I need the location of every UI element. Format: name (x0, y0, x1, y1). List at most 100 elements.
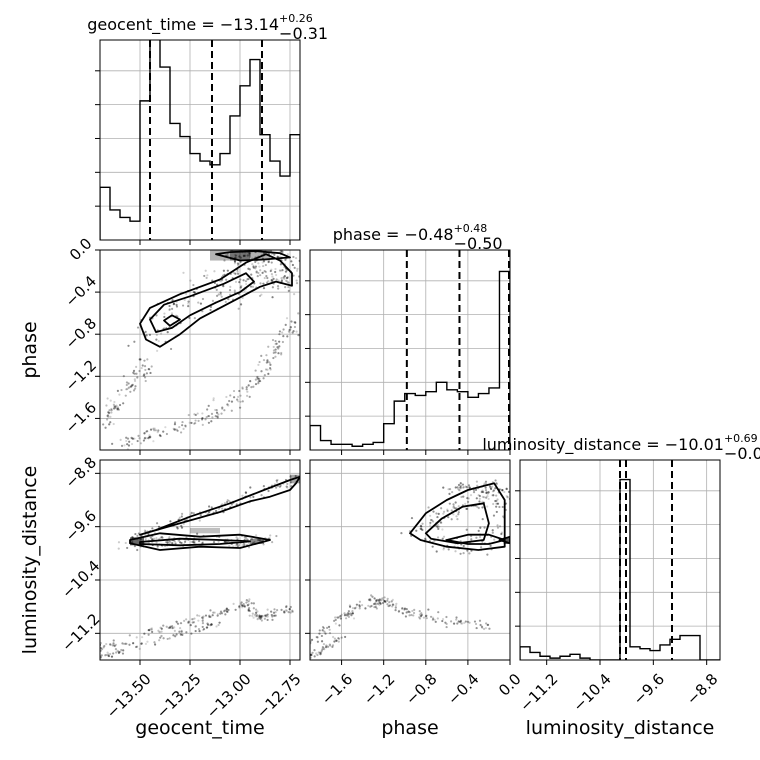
sample-point (285, 609, 289, 612)
sample-point (252, 266, 255, 269)
sample-point (427, 608, 430, 611)
sample-point (249, 486, 252, 489)
sample-point (260, 493, 263, 497)
sample-point (193, 291, 196, 294)
sample-point (442, 548, 445, 551)
sample-point (427, 506, 430, 509)
sample-point (166, 541, 169, 544)
sample-point (162, 637, 165, 640)
sample-point (423, 537, 427, 540)
sample-point (260, 354, 263, 357)
sample-point (155, 314, 158, 317)
sample-point (447, 488, 450, 491)
sample-point (212, 397, 215, 400)
sample-point (340, 613, 343, 616)
sample-point (274, 351, 277, 354)
sample-point (213, 408, 217, 412)
sample-point (251, 612, 254, 615)
contour-level-2 (445, 533, 506, 545)
sample-point (462, 544, 465, 548)
sample-point (320, 640, 324, 643)
sample-point (204, 269, 207, 272)
sample-point (254, 378, 257, 381)
sample-point (139, 442, 143, 445)
sample-point (483, 482, 486, 485)
sample-point (125, 642, 128, 645)
sample-point (431, 618, 434, 622)
sample-point (216, 416, 219, 419)
sample-point (301, 281, 303, 283)
sample-point (143, 529, 146, 532)
sample-point (514, 507, 516, 509)
sample-point (311, 651, 314, 654)
sample-point (116, 407, 120, 410)
sample-point (481, 518, 484, 521)
sample-point (266, 618, 269, 622)
sample-point (201, 418, 204, 421)
sample-point (225, 500, 229, 504)
sample-point (270, 610, 273, 613)
sample-point (452, 503, 455, 506)
sample-point (140, 642, 143, 645)
sample-point (239, 602, 242, 605)
sample-point (113, 644, 116, 647)
axes-frame (99, 39, 301, 241)
x-tick-label: −10.4 (570, 670, 615, 715)
sample-point (170, 307, 174, 310)
sample-point (506, 496, 509, 499)
sample-point (242, 279, 245, 282)
sample-point (286, 276, 289, 280)
sample-point (264, 614, 267, 617)
sample-point (114, 405, 117, 408)
sample-point (176, 622, 180, 625)
sample-point (257, 616, 260, 620)
sample-point (437, 527, 440, 530)
sample-point (124, 642, 127, 645)
sample-point (334, 616, 337, 619)
sample-point (420, 612, 423, 615)
sample-point (152, 427, 155, 430)
sample-point (275, 486, 278, 489)
sample-point (292, 255, 295, 259)
sample-point (447, 548, 450, 551)
sample-point (267, 260, 270, 263)
density-cell (250, 538, 264, 544)
sample-point (260, 619, 263, 622)
sample-point (106, 414, 109, 417)
contour-level-0 (139, 253, 293, 348)
sample-point (464, 620, 467, 623)
sample-point (479, 526, 482, 529)
sample-point (272, 345, 275, 349)
sample-point (258, 379, 262, 383)
sample-point (491, 494, 494, 497)
contour-level-2 (215, 250, 291, 262)
sample-point (232, 271, 235, 274)
sample-point (165, 625, 168, 628)
sample-point (486, 553, 489, 556)
sample-point (255, 611, 258, 614)
sample-point (121, 652, 125, 655)
sample-point (243, 536, 246, 539)
sample-point (271, 618, 274, 621)
sample-point (113, 400, 116, 404)
sample-point (318, 632, 321, 635)
sample-point (413, 608, 416, 611)
sample-point (343, 614, 347, 617)
sample-point (295, 281, 299, 285)
sample-point (448, 488, 452, 491)
sample-point (358, 607, 361, 610)
sample-point (148, 368, 151, 371)
sample-point (244, 491, 247, 494)
sample-point (187, 413, 190, 417)
sample-point (284, 609, 288, 612)
sample-point (211, 614, 214, 617)
sample-point (279, 250, 282, 253)
sample-point (222, 285, 225, 288)
sample-point (258, 615, 261, 618)
sample-point (445, 625, 448, 629)
density-cell (230, 250, 250, 261)
sample-point (378, 598, 382, 601)
sample-point (264, 368, 268, 371)
sample-point (174, 542, 177, 545)
